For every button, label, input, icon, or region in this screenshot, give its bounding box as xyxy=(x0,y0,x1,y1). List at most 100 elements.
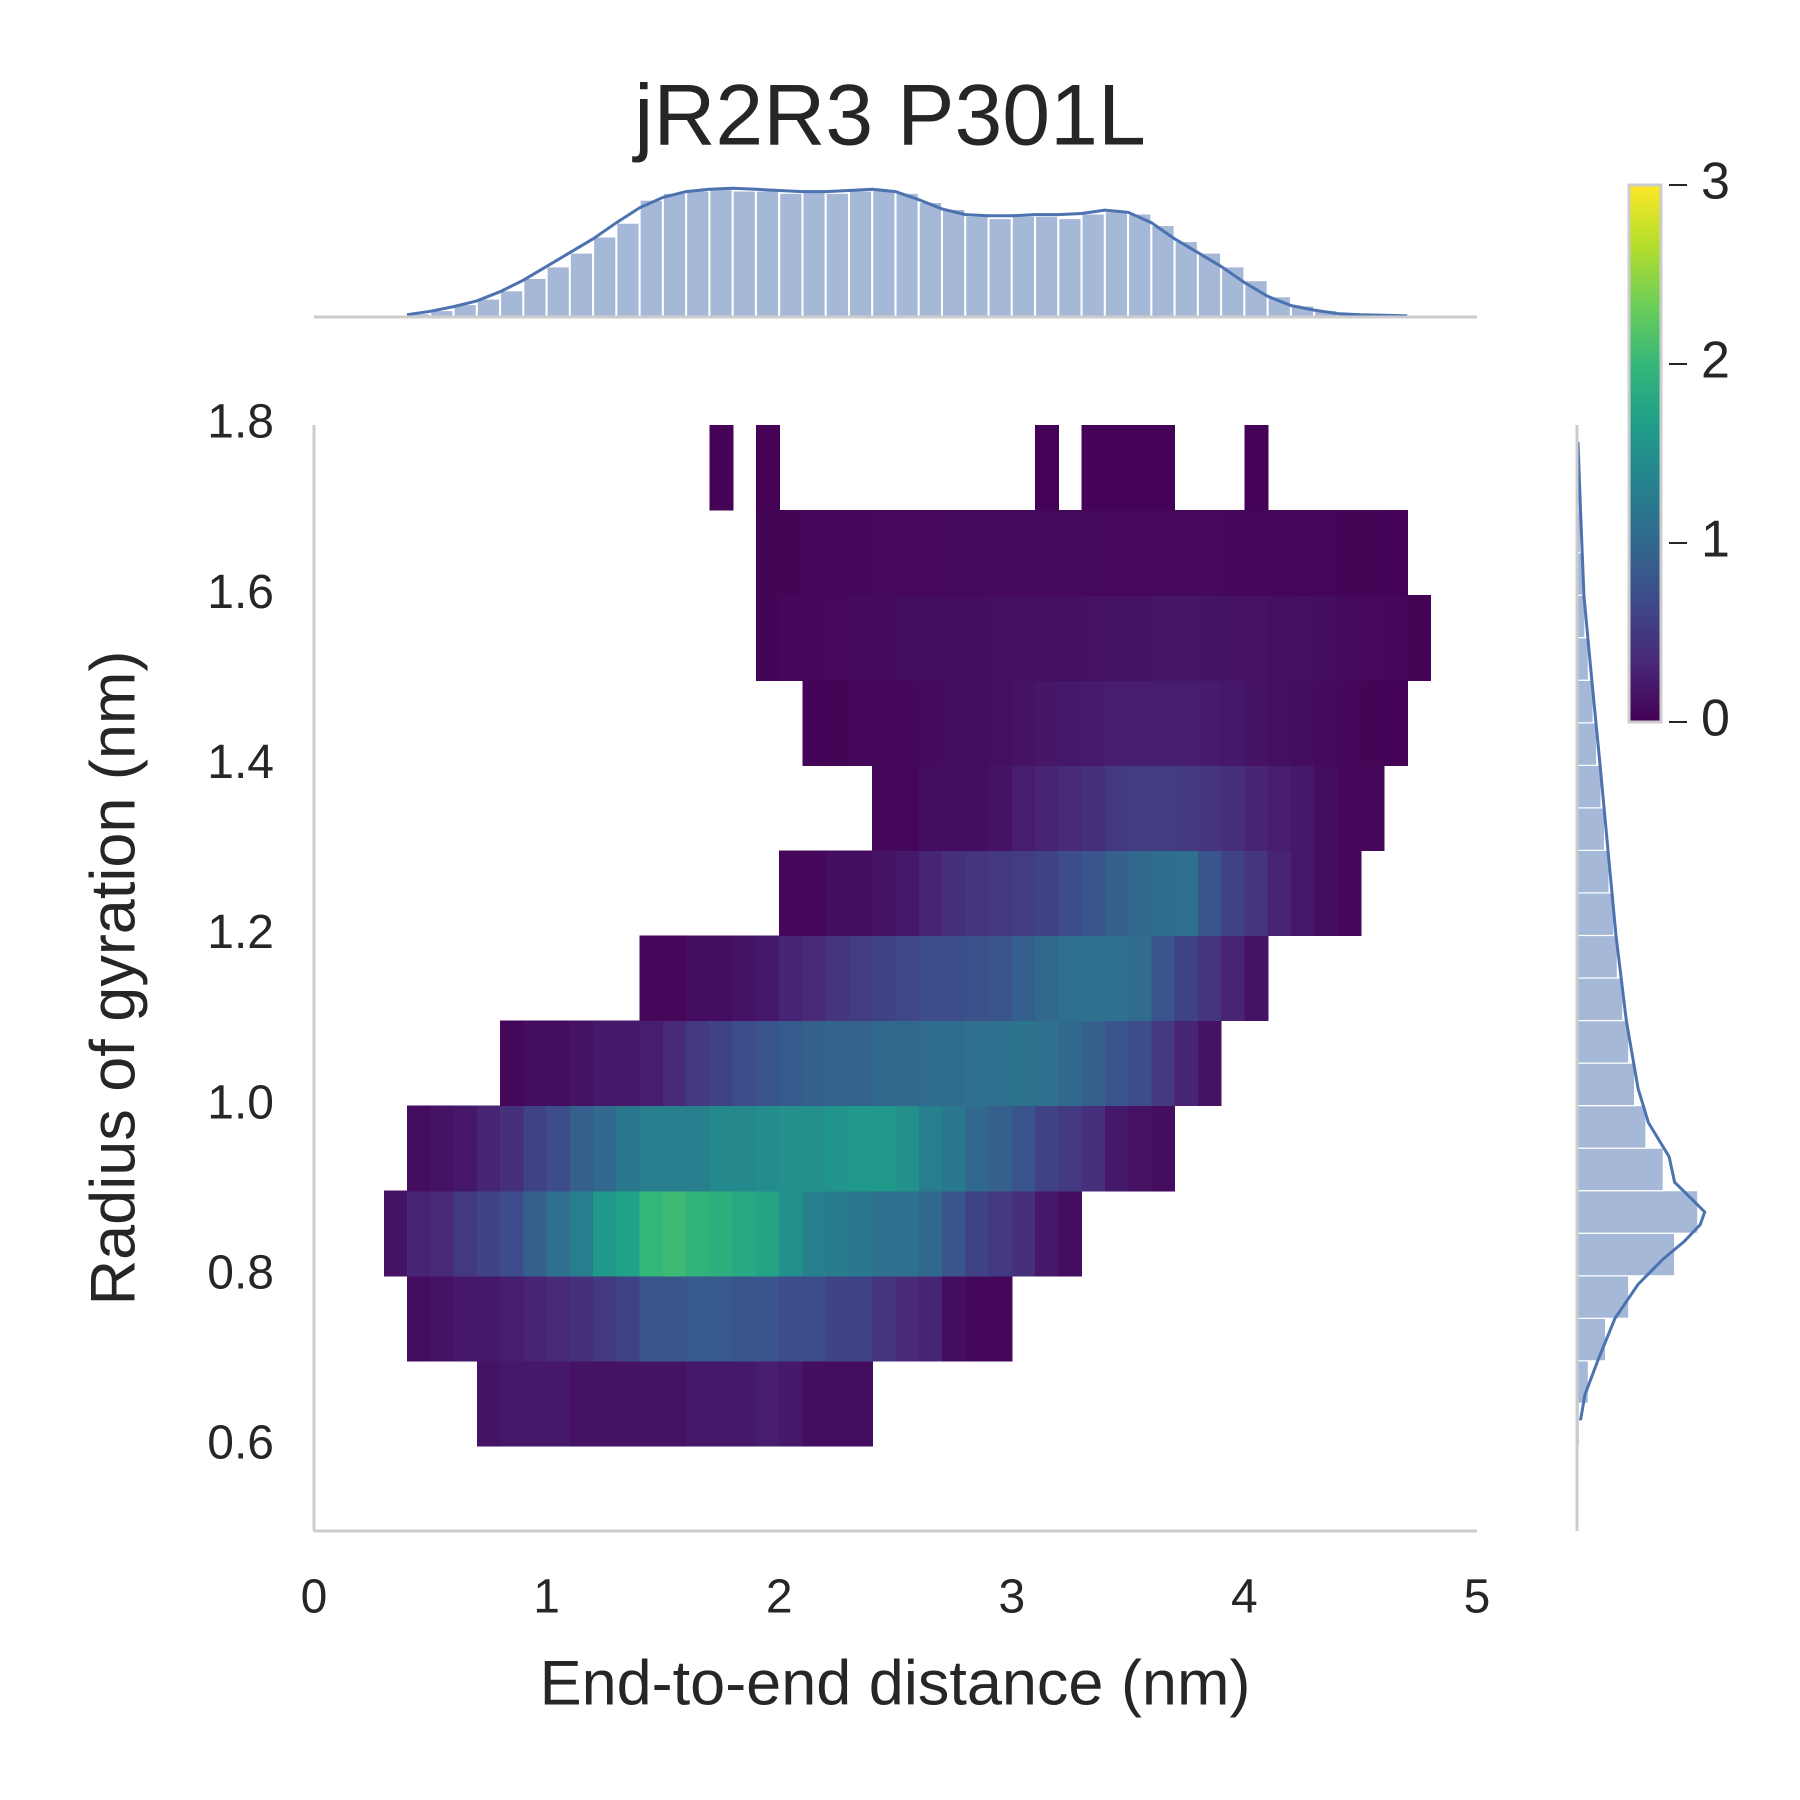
heatmap-cell xyxy=(988,850,1013,937)
heatmap-cell xyxy=(802,680,827,766)
heatmap-cell xyxy=(1151,1105,1176,1192)
heatmap-cell xyxy=(755,1360,780,1447)
y-tick-label: 0.8 xyxy=(207,1246,274,1299)
heatmap-cell xyxy=(732,1190,757,1277)
marginal-bar xyxy=(1576,807,1606,851)
heatmap-cell xyxy=(779,1105,804,1192)
heatmap-cell xyxy=(1221,680,1245,766)
heatmap-cell xyxy=(593,1190,617,1277)
heatmap-cell xyxy=(802,595,827,681)
marginal-bar xyxy=(1576,1190,1699,1234)
y-tick-label: 1.2 xyxy=(207,906,274,959)
heatmap-cell xyxy=(430,1105,455,1192)
heatmap-cell xyxy=(1128,595,1152,681)
heatmap-cell xyxy=(1058,765,1083,851)
y-axis-label: Radius of gyration (nm) xyxy=(79,651,149,1306)
heatmap-cell xyxy=(1407,595,1432,681)
marginal-bar xyxy=(917,201,944,318)
heatmap-cell xyxy=(662,1190,687,1277)
colorbar-tick-label: 1 xyxy=(1701,511,1730,569)
heatmap-cell xyxy=(848,1190,873,1277)
heatmap-cell xyxy=(1244,850,1269,937)
heatmap-cell xyxy=(1035,1105,1059,1192)
heatmap-cell xyxy=(430,1190,455,1277)
heatmap-cell xyxy=(918,595,943,681)
heatmap-cell xyxy=(779,1190,804,1277)
heatmap-cell xyxy=(1383,510,1408,596)
heatmap-cell xyxy=(1151,935,1176,1022)
marginal-bar xyxy=(1010,214,1037,318)
heatmap-cell xyxy=(1081,765,1106,851)
heatmap-cell xyxy=(616,1275,641,1362)
heatmap-cell xyxy=(1197,765,1222,851)
marginal-bar xyxy=(754,189,781,318)
heatmap-cell xyxy=(825,935,850,1022)
heatmap-cell xyxy=(1011,510,1036,596)
heatmap-cell xyxy=(1314,765,1339,851)
heatmap-cell xyxy=(546,1190,571,1277)
marginal-bar xyxy=(847,189,874,318)
heatmap-cell xyxy=(848,1360,873,1447)
heatmap-cell xyxy=(1151,680,1176,766)
marginal-bar xyxy=(1576,849,1610,894)
heatmap-cell xyxy=(802,1360,827,1447)
heatmap-cell xyxy=(1035,1020,1059,1107)
marginal-bar xyxy=(1576,1019,1630,1064)
heatmap-cell xyxy=(779,1360,804,1447)
heatmap-cell xyxy=(1011,935,1036,1022)
y-tick-label: 0.6 xyxy=(207,1417,274,1470)
heatmap-cell xyxy=(1011,1105,1036,1192)
heatmap-cell xyxy=(732,1020,757,1107)
heatmap-cell xyxy=(895,1190,920,1277)
marginal-bar xyxy=(661,191,688,318)
heatmap-cell xyxy=(523,1020,548,1107)
heatmap-cell xyxy=(1244,425,1269,511)
heatmap-cell xyxy=(1267,765,1292,851)
heatmap-cell xyxy=(523,1105,548,1192)
heatmap-cell xyxy=(662,1360,687,1447)
heatmap-cell xyxy=(1151,1020,1176,1107)
marginal-bar xyxy=(592,235,618,318)
heatmap-cell xyxy=(755,425,780,511)
heatmap-cell xyxy=(1360,595,1385,681)
heatmap-cell xyxy=(1128,510,1152,596)
heatmap-cell xyxy=(1011,1190,1036,1277)
marginal-bar xyxy=(894,191,920,318)
heatmap-cell xyxy=(1151,765,1176,851)
heatmap-cell xyxy=(569,1020,594,1107)
marginal-bar xyxy=(1576,1105,1647,1149)
heatmap-cell xyxy=(988,935,1013,1022)
heatmap-cell xyxy=(1035,935,1059,1022)
heatmap-cell xyxy=(732,1275,757,1362)
heatmap-cell xyxy=(1290,595,1315,681)
heatmap-cell xyxy=(709,1275,734,1362)
heatmap-cell xyxy=(825,1020,850,1107)
heatmap-cell xyxy=(546,1360,571,1447)
heatmap-cell xyxy=(1290,510,1315,596)
heatmap-cell xyxy=(732,935,757,1022)
marginal-bar xyxy=(1196,251,1223,319)
heatmap-cell xyxy=(1081,425,1106,511)
heatmap-cell xyxy=(1081,1020,1106,1107)
heatmap-cell xyxy=(1035,425,1059,511)
marginal-bar xyxy=(1080,212,1106,318)
heatmap-cell xyxy=(593,1275,617,1362)
heatmap-cell xyxy=(825,850,850,937)
heatmap-cell xyxy=(407,1190,431,1277)
heatmap-cell xyxy=(1314,850,1339,937)
heatmap-cell xyxy=(476,1190,501,1277)
heatmap-cell xyxy=(1267,510,1292,596)
heatmap-cell xyxy=(1081,935,1106,1022)
marginal-bar xyxy=(1576,1360,1589,1404)
marginal-bar xyxy=(615,221,641,318)
heatmap-cell xyxy=(779,850,804,937)
heatmap-cell xyxy=(942,680,966,766)
heatmap-cell xyxy=(686,1275,711,1362)
heatmap-cell xyxy=(1197,935,1222,1022)
x-tick-label: 3 xyxy=(998,1571,1025,1624)
heatmap-cell xyxy=(872,1020,897,1107)
heatmap-cell xyxy=(430,1275,455,1362)
heatmap-cell xyxy=(1128,935,1152,1022)
heatmap-cell xyxy=(1174,850,1199,937)
heatmap-cell xyxy=(523,1360,548,1447)
